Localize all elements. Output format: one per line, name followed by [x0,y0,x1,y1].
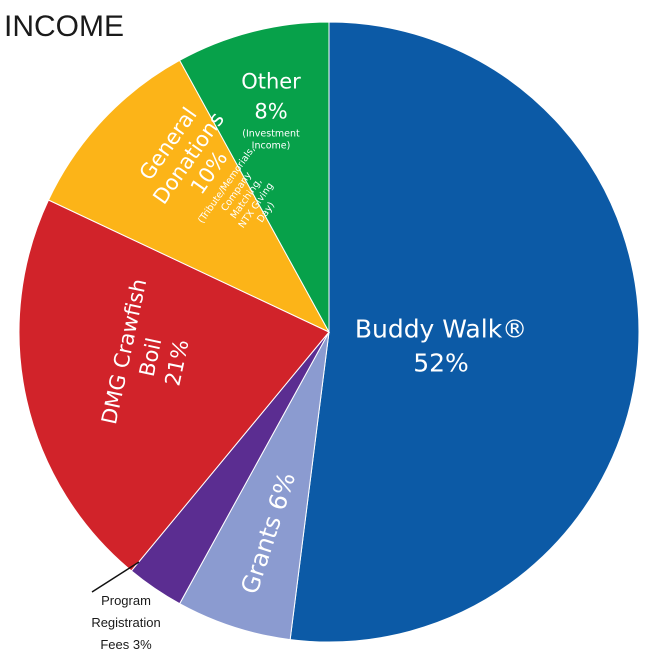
pie-slice-crawfish [18,199,330,572]
slice-label-buddy: Buddy Walk® 52% [355,315,527,378]
slice-label-program: Program Registration Fees 3% [91,593,160,652]
slice-label-other: Other 8% (Investment Income) [241,69,301,151]
pie-slices [18,21,640,643]
leader-line-program [91,561,140,593]
pie-slice-buddy [289,21,640,643]
pie-slice-other [178,21,330,333]
pie-slice-donations [47,59,331,334]
chart-title: INCOME [4,10,124,43]
